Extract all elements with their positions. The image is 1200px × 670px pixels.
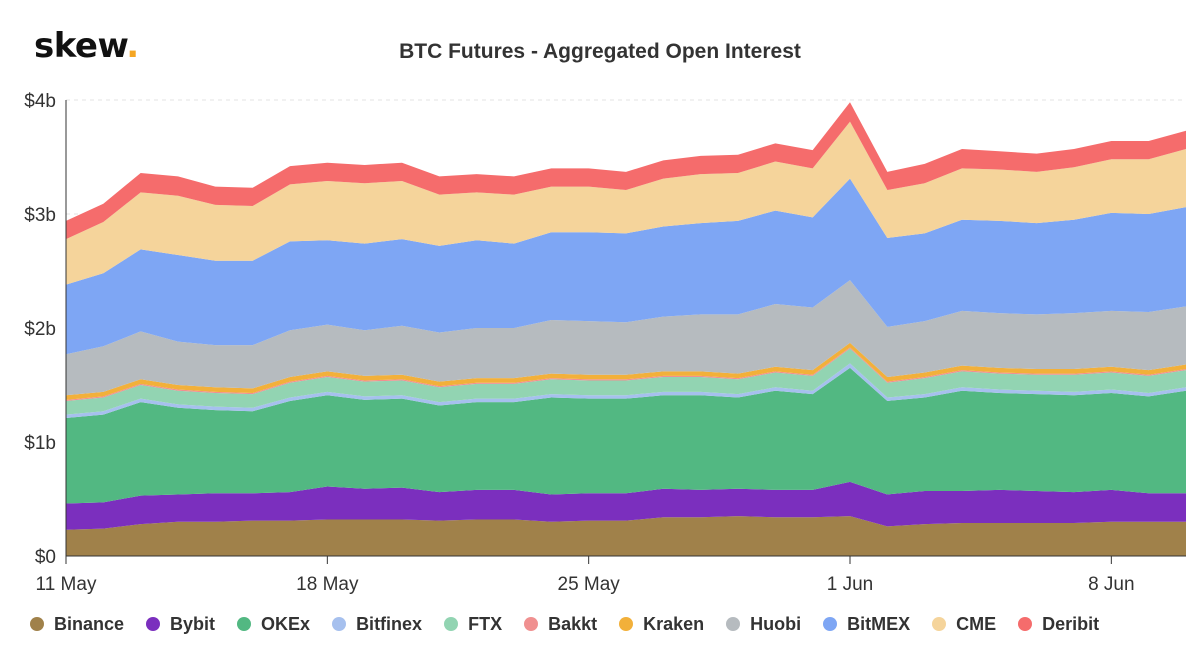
legend-label: Bitfinex	[356, 613, 423, 634]
skew-logo: skew.	[34, 26, 139, 66]
y-tick-label: $3b	[24, 205, 56, 226]
area-okex[interactable]	[66, 367, 1186, 504]
legend-marker	[237, 617, 252, 631]
logo-dot: .	[126, 26, 139, 66]
legend-marker	[823, 617, 838, 631]
area-ftx[interactable]	[66, 348, 1186, 415]
area-cme[interactable]	[66, 121, 1186, 285]
legend-label: Bybit	[170, 613, 216, 634]
area-deribit[interactable]	[66, 102, 1186, 240]
legend-marker	[619, 617, 634, 631]
legend-item-kraken[interactable]: Kraken	[619, 614, 704, 635]
legend-label: Bakkt	[548, 613, 598, 634]
legend-item-bybit[interactable]: Bybit	[146, 614, 215, 635]
logo-text: skew	[34, 26, 127, 66]
legend-marker	[524, 617, 539, 631]
x-tick-label: 8 Jun	[1088, 574, 1134, 595]
y-tick-label: $4b	[24, 91, 56, 112]
x-tick-label: 11 May	[36, 574, 97, 595]
legend-marker	[30, 617, 44, 631]
legend-item-binance[interactable]: Binance	[30, 614, 124, 635]
area-binance[interactable]	[66, 516, 1186, 556]
legend-label: Deribit	[1042, 613, 1100, 634]
legend-marker	[1018, 617, 1033, 631]
y-tick-label: $2b	[24, 319, 56, 340]
x-tick-label: 25 May	[558, 574, 621, 595]
legend-label: CME	[956, 613, 997, 634]
legend-item-bitmex[interactable]: BitMEX	[823, 614, 910, 635]
x-tick-label: 18 May	[296, 574, 359, 595]
legend-item-deribit[interactable]: Deribit	[1018, 614, 1099, 635]
legend-label: BitMEX	[847, 613, 911, 634]
chart-title: BTC Futures - Aggregated Open Interest	[399, 40, 801, 63]
legend-item-huobi[interactable]: Huobi	[726, 614, 801, 635]
legend-marker	[932, 617, 947, 631]
area-bitfinex[interactable]	[66, 363, 1186, 419]
legend-label: Huobi	[750, 613, 802, 634]
area-huobi[interactable]	[66, 280, 1186, 396]
legend-item-ftx[interactable]: FTX	[444, 614, 502, 635]
legend-label: Binance	[54, 613, 125, 634]
legend-marker	[146, 617, 161, 631]
legend-label: FTX	[468, 613, 503, 634]
stacked-areas	[66, 102, 1186, 556]
legend-item-cme[interactable]: CME	[932, 614, 996, 635]
open-interest-chart: $0 $1b $2b $3b $4b 11 May 18 May 25 May 1 Jun 8 J…	[24, 91, 1186, 595]
legend-marker	[332, 617, 347, 631]
legend-item-okex[interactable]: OKEx	[237, 614, 310, 635]
x-tick-label: 1 Jun	[827, 574, 873, 595]
y-tick-label: $0	[35, 547, 56, 568]
legend-label: OKEx	[261, 613, 311, 634]
y-tick-label: $1b	[24, 433, 56, 454]
legend-item-bakkt[interactable]: Bakkt	[524, 614, 597, 635]
legend-item-bitfinex[interactable]: Bitfinex	[332, 614, 422, 635]
axes: $0 $1b $2b $3b $4b 11 May 18 May 25 May 1 Jun 8 J…	[24, 91, 1186, 595]
area-bybit[interactable]	[66, 481, 1186, 530]
legend-marker	[726, 617, 741, 631]
legend-marker	[444, 617, 459, 631]
legend: Binance Bybit OKEx Bitfinex FTX Bakkt Kraken Hu…	[30, 610, 1121, 638]
legend-label: Kraken	[643, 613, 705, 634]
area-bitmex[interactable]	[66, 178, 1186, 355]
